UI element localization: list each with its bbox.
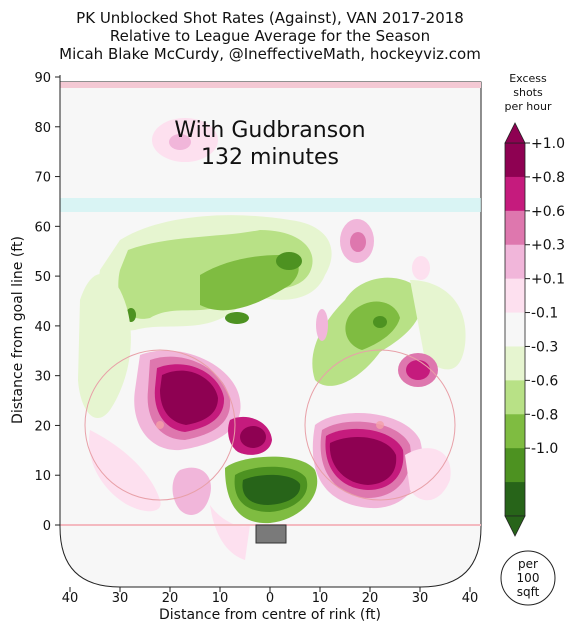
colorbar-band xyxy=(505,482,525,517)
region-pink-left-core xyxy=(160,370,218,425)
chart-subtitle: Relative to League Average for the Seaso… xyxy=(109,27,431,45)
heatmap-layer xyxy=(60,82,481,560)
y-tick-label: 90 xyxy=(34,71,51,86)
right-faceoff-circle xyxy=(304,349,456,501)
x-tick-label: 40 xyxy=(462,591,479,606)
y-tick-label: 20 xyxy=(34,419,51,434)
colorbar-band xyxy=(505,380,525,415)
colorbar-arrow-bottom xyxy=(504,515,526,537)
x-tick-label: 20 xyxy=(362,591,379,606)
y-tick-label: 30 xyxy=(34,370,51,385)
annotation-player: With Gudbranson xyxy=(174,118,365,143)
x-tick-label: 30 xyxy=(112,591,129,606)
right-faceoff-dot xyxy=(376,421,384,429)
colorbar-bands xyxy=(504,142,526,517)
x-tick-label: 10 xyxy=(212,591,229,606)
region-green-crease-core xyxy=(242,474,301,505)
region-green-dot-4 xyxy=(373,316,387,328)
y-axis-label: Distance from goal line (ft) xyxy=(10,236,26,424)
colorbar-tick-label: -0.3 xyxy=(531,339,558,355)
top-boards-band xyxy=(60,82,481,88)
region-pink-bottom-left xyxy=(172,467,211,515)
y-tick-label: 80 xyxy=(34,121,51,136)
colorbar-band xyxy=(505,244,525,280)
unit-100: 100 xyxy=(517,571,540,585)
colorbar-tick-label: +1.0 xyxy=(531,136,565,152)
region-green-right-inner xyxy=(345,301,400,350)
x-axis-label: Distance from centre of rink (ft) xyxy=(159,607,381,623)
region-green-dot-1 xyxy=(276,252,302,270)
colorbar-band xyxy=(505,346,525,381)
region-pink-bottom-band xyxy=(89,430,161,512)
colorbar-band xyxy=(505,143,525,178)
colorbar-tick-label: -0.8 xyxy=(531,407,558,423)
y-tick-label: 60 xyxy=(34,220,51,235)
y-tick-label: 50 xyxy=(34,270,51,285)
x-tick-label: 30 xyxy=(412,591,429,606)
unit-circle xyxy=(500,550,556,606)
left-faceoff-circle xyxy=(84,349,236,501)
colorbar-tick-label: -1.0 xyxy=(531,441,558,457)
colorbar-title-2: shots xyxy=(513,86,543,99)
colorbar-tick-label: +0.3 xyxy=(531,238,565,254)
unit-per: per xyxy=(518,557,538,571)
colorbar-arrow-top xyxy=(504,122,526,144)
x-tick-label: 0 xyxy=(266,591,274,606)
x-ticks: 40 30 20 10 0 10 20 30 40 xyxy=(62,587,479,606)
y-tick-label: 70 xyxy=(34,171,51,186)
region-pink-mid-core xyxy=(240,426,266,448)
chart-title: PK Unblocked Shot Rates (Against), VAN 2… xyxy=(76,9,464,27)
region-green-dot-2 xyxy=(225,312,249,324)
region-green-top-inner xyxy=(200,255,299,311)
colorbar-title-1: Excess xyxy=(509,72,547,85)
colorbar-title-3: per hour xyxy=(505,100,552,113)
region-pink-top-right xyxy=(350,232,366,252)
y-tick-label: 40 xyxy=(34,320,51,335)
colorbar-band xyxy=(505,414,525,449)
y-ticks: 0 10 20 30 40 50 60 70 80 90 xyxy=(34,71,60,534)
region-pink-top-left xyxy=(169,134,191,150)
region-green-right-band xyxy=(410,280,466,370)
colorbar-band xyxy=(505,176,525,212)
colorbar-tick-label: -0.1 xyxy=(531,306,558,322)
blue-line xyxy=(60,198,481,212)
region-green-left-band xyxy=(78,273,131,419)
goal-net xyxy=(255,524,287,544)
region-pink-lower-left xyxy=(210,505,250,560)
colorbar-band xyxy=(505,448,525,483)
region-pink-spot-edge xyxy=(412,256,430,280)
colorbar-band xyxy=(505,312,525,347)
x-tick-label: 20 xyxy=(162,591,179,606)
unit-sqft: sqft xyxy=(517,585,540,599)
colorbar: Excess shots per hour +1.0 +0.8 +0.6 +0.3 +0… xyxy=(504,72,565,537)
colorbar-tick-label: +0.8 xyxy=(531,170,565,186)
left-faceoff-dot xyxy=(156,421,164,429)
x-tick-label: 10 xyxy=(312,591,329,606)
colorbar-band xyxy=(505,278,525,314)
annotation-minutes: 132 minutes xyxy=(201,145,339,170)
colorbar-labels: +1.0 +0.8 +0.6 +0.3 +0.1 -0.1 -0.3 -0.6 -0.8 -1.0 xyxy=(525,136,565,457)
region-pink-right-band xyxy=(405,448,451,501)
region-pink-spot-mid xyxy=(316,309,328,341)
x-tick-label: 40 xyxy=(62,591,79,606)
y-tick-label: 0 xyxy=(43,519,51,534)
colorbar-tick-label: +0.1 xyxy=(531,272,565,288)
y-tick-label: 10 xyxy=(34,469,51,484)
region-pink-right-spot xyxy=(406,360,430,380)
chart-credit: Micah Blake McCurdy, @IneffectiveMath, h… xyxy=(59,45,481,63)
colorbar-tick-label: -0.6 xyxy=(531,373,558,389)
region-pink-right-core xyxy=(329,436,397,485)
colorbar-band xyxy=(505,210,525,246)
colorbar-tick-label: +0.6 xyxy=(531,204,565,220)
